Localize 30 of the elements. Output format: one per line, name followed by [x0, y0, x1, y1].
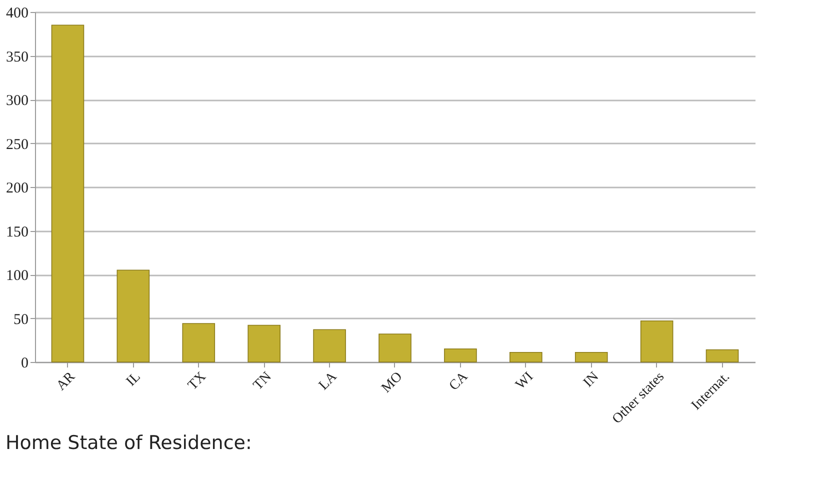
text: Home State of Residence: [6, 432, 252, 454]
bar [248, 324, 280, 362]
y-tick-label: 0 [21, 356, 28, 372]
x-tick-label: TX [185, 370, 210, 394]
y-tick-label: 300 [6, 93, 28, 109]
bar [706, 349, 739, 362]
y-tick-label: 250 [6, 136, 28, 153]
y-tick-label: 100 [6, 268, 28, 284]
bar [313, 329, 346, 362]
y-tick-label: 400 [6, 6, 28, 22]
x-tick-label: TN [250, 370, 275, 394]
x-tick-label: AR [54, 369, 79, 394]
x-tick-label: IL [124, 370, 144, 390]
x-tick-label: IN [580, 370, 602, 391]
bar [51, 24, 84, 362]
bar [182, 323, 216, 362]
y-tick-label: 350 [6, 49, 28, 66]
x-tick-label: WI [513, 369, 537, 393]
x-tick-label: LA [316, 368, 341, 394]
bar [574, 352, 608, 362]
y-tick-label: 200 [6, 180, 28, 196]
y-tick-label: 50 [14, 312, 28, 328]
x-tick-label: MO [379, 370, 406, 396]
bar [116, 270, 150, 362]
bar [640, 320, 674, 362]
bar [378, 334, 412, 362]
bar [510, 352, 542, 362]
bar [444, 348, 477, 362]
x-tick-label: CA [446, 368, 472, 394]
y-tick-label: 150 [6, 224, 28, 240]
